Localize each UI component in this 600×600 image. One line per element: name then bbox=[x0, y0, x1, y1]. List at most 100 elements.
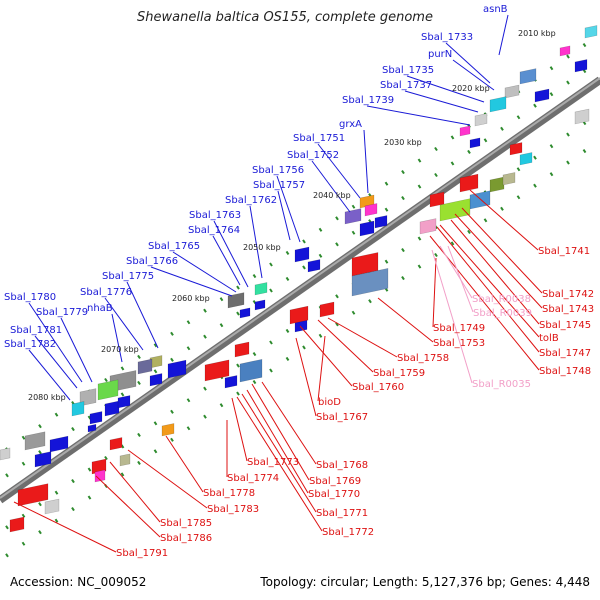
gene-block[interactable] bbox=[227, 292, 245, 309]
gene-block[interactable] bbox=[34, 451, 52, 468]
forward-gene-label[interactable]: Sbal_1775 bbox=[102, 271, 154, 282]
reverse-gene-label[interactable]: Sbal_1774 bbox=[227, 473, 279, 484]
gene-block[interactable] bbox=[534, 88, 550, 103]
reverse-gene-label[interactable]: Sbal_1741 bbox=[538, 246, 590, 257]
forward-gene-label[interactable]: asnB bbox=[483, 4, 508, 15]
gene-block[interactable] bbox=[87, 423, 97, 433]
forward-gene-label[interactable]: Sbal_1782 bbox=[4, 339, 56, 350]
gene-block[interactable] bbox=[519, 152, 533, 166]
forward-gene-label[interactable]: Sbal_1735 bbox=[382, 65, 434, 76]
gene-block[interactable] bbox=[94, 469, 106, 483]
reverse-gene-label[interactable]: Sbal_1748 bbox=[539, 366, 591, 377]
gene-block[interactable] bbox=[344, 208, 362, 225]
gene-block[interactable] bbox=[489, 176, 505, 193]
reverse-gene-label[interactable]: Sbal_1783 bbox=[207, 504, 259, 515]
reverse-gene-label[interactable]: Sbal_1786 bbox=[160, 533, 212, 544]
forward-gene-label[interactable]: Sbal_1733 bbox=[421, 32, 473, 43]
forward-gene-label[interactable]: Sbal_1751 bbox=[293, 133, 345, 144]
gene-block[interactable] bbox=[364, 203, 378, 217]
gene-block[interactable] bbox=[319, 301, 335, 318]
forward-gene-label[interactable]: Sbal_1757 bbox=[253, 180, 305, 191]
gene-block[interactable] bbox=[307, 259, 321, 273]
gene-block[interactable] bbox=[474, 113, 488, 127]
gene-block[interactable] bbox=[119, 453, 131, 467]
gene-block[interactable] bbox=[254, 282, 268, 296]
forward-gene-label[interactable]: Sbal_1776 bbox=[80, 287, 132, 298]
gene-block[interactable] bbox=[489, 96, 507, 113]
forward-gene-label[interactable]: Sbal_1737 bbox=[380, 80, 432, 91]
gene-block[interactable] bbox=[239, 359, 263, 383]
forward-gene-label[interactable]: Sbal_1780 bbox=[4, 292, 56, 303]
reverse-gene-label[interactable]: Sbal_1749 bbox=[433, 323, 485, 334]
reverse-gene-label[interactable]: Sbal_1742 bbox=[542, 289, 594, 300]
gene-block[interactable] bbox=[24, 431, 46, 451]
reverse-gene-label[interactable]: Sbal_1770 bbox=[308, 489, 360, 500]
reverse-gene-label[interactable]: Sbal_1785 bbox=[160, 518, 212, 529]
reverse-gene-label[interactable]: Sbal_1791 bbox=[116, 548, 168, 559]
gene-block[interactable] bbox=[224, 375, 238, 389]
gene-block[interactable] bbox=[0, 447, 11, 461]
gene-block[interactable] bbox=[374, 215, 388, 229]
gene-block[interactable] bbox=[359, 220, 375, 237]
forward-gene-label[interactable]: Sbal_1752 bbox=[287, 150, 339, 161]
reverse-gene-label[interactable]: Sbal_1772 bbox=[322, 527, 374, 538]
forward-gene-label[interactable]: Sbal_1762 bbox=[225, 195, 277, 206]
reverse-gene-label[interactable]: Sbal_1769 bbox=[309, 476, 361, 487]
gene-block[interactable] bbox=[469, 190, 491, 210]
forward-gene-label[interactable]: Sbal_1779 bbox=[36, 307, 88, 318]
gene-block[interactable] bbox=[9, 516, 25, 533]
gene-block[interactable] bbox=[429, 191, 445, 208]
gene-block[interactable] bbox=[17, 483, 49, 507]
rna-gene-label[interactable]: Sbal_R0035 bbox=[472, 379, 531, 390]
rna-gene-label[interactable]: Sbal_R0039 bbox=[473, 308, 532, 319]
forward-gene-label[interactable]: Sbal_1739 bbox=[342, 95, 394, 106]
forward-gene-label[interactable]: grxA bbox=[339, 119, 362, 130]
gene-block[interactable] bbox=[519, 68, 537, 85]
reverse-gene-label[interactable]: Sbal_1768 bbox=[316, 460, 368, 471]
gene-block[interactable] bbox=[289, 305, 309, 325]
gene-block[interactable] bbox=[459, 125, 471, 137]
forward-gene-label[interactable]: Sbal_1763 bbox=[189, 210, 241, 221]
gene-block[interactable] bbox=[459, 173, 479, 193]
gene-block[interactable] bbox=[559, 45, 571, 57]
gene-block[interactable] bbox=[584, 25, 598, 39]
reverse-gene-label[interactable]: Sbal_1743 bbox=[542, 304, 594, 315]
gene-block[interactable] bbox=[254, 299, 266, 311]
gene-block[interactable] bbox=[294, 246, 310, 263]
reverse-gene-label[interactable]: bioD bbox=[318, 397, 341, 408]
gene-block[interactable] bbox=[351, 268, 389, 297]
gene-block[interactable] bbox=[149, 373, 163, 387]
forward-gene-label[interactable]: Sbal_1765 bbox=[148, 241, 200, 252]
forward-gene-label[interactable]: nhaB bbox=[87, 303, 113, 314]
gene-block[interactable] bbox=[44, 498, 60, 515]
forward-gene-label[interactable]: Sbal_1764 bbox=[188, 225, 240, 236]
rna-gene-label[interactable]: Sbal_R0038 bbox=[472, 294, 531, 305]
forward-gene-label[interactable]: purN bbox=[428, 49, 452, 60]
reverse-gene-label[interactable]: Sbal_1759 bbox=[373, 368, 425, 379]
reverse-gene-label[interactable]: tolB bbox=[539, 333, 559, 344]
reverse-gene-label[interactable]: Sbal_1758 bbox=[397, 353, 449, 364]
gene-block[interactable] bbox=[97, 379, 119, 401]
forward-gene-label[interactable]: Sbal_1766 bbox=[126, 256, 178, 267]
gene-block[interactable] bbox=[239, 307, 251, 319]
gene-block[interactable] bbox=[89, 411, 103, 425]
gene-block[interactable] bbox=[161, 423, 175, 437]
gene-block[interactable] bbox=[502, 172, 516, 186]
gene-block[interactable] bbox=[109, 437, 123, 451]
gene-block[interactable] bbox=[574, 108, 590, 125]
gene-block[interactable] bbox=[509, 142, 523, 156]
gene-block[interactable] bbox=[419, 218, 437, 235]
gene-block[interactable] bbox=[234, 341, 250, 358]
gene-block[interactable] bbox=[574, 59, 588, 73]
reverse-gene-label[interactable]: Sbal_1778 bbox=[203, 488, 255, 499]
gene-block[interactable] bbox=[117, 395, 131, 409]
gene-block[interactable] bbox=[469, 137, 481, 149]
reverse-gene-label[interactable]: Sbal_1747 bbox=[539, 348, 591, 359]
gene-block[interactable] bbox=[49, 435, 69, 453]
gene-block[interactable] bbox=[204, 359, 230, 382]
reverse-gene-label[interactable]: Sbal_1753 bbox=[433, 338, 485, 349]
gene-block[interactable] bbox=[71, 401, 85, 417]
reverse-gene-label[interactable]: Sbal_1767 bbox=[316, 412, 368, 423]
gene-block[interactable] bbox=[137, 358, 153, 375]
gene-block[interactable] bbox=[504, 84, 520, 99]
